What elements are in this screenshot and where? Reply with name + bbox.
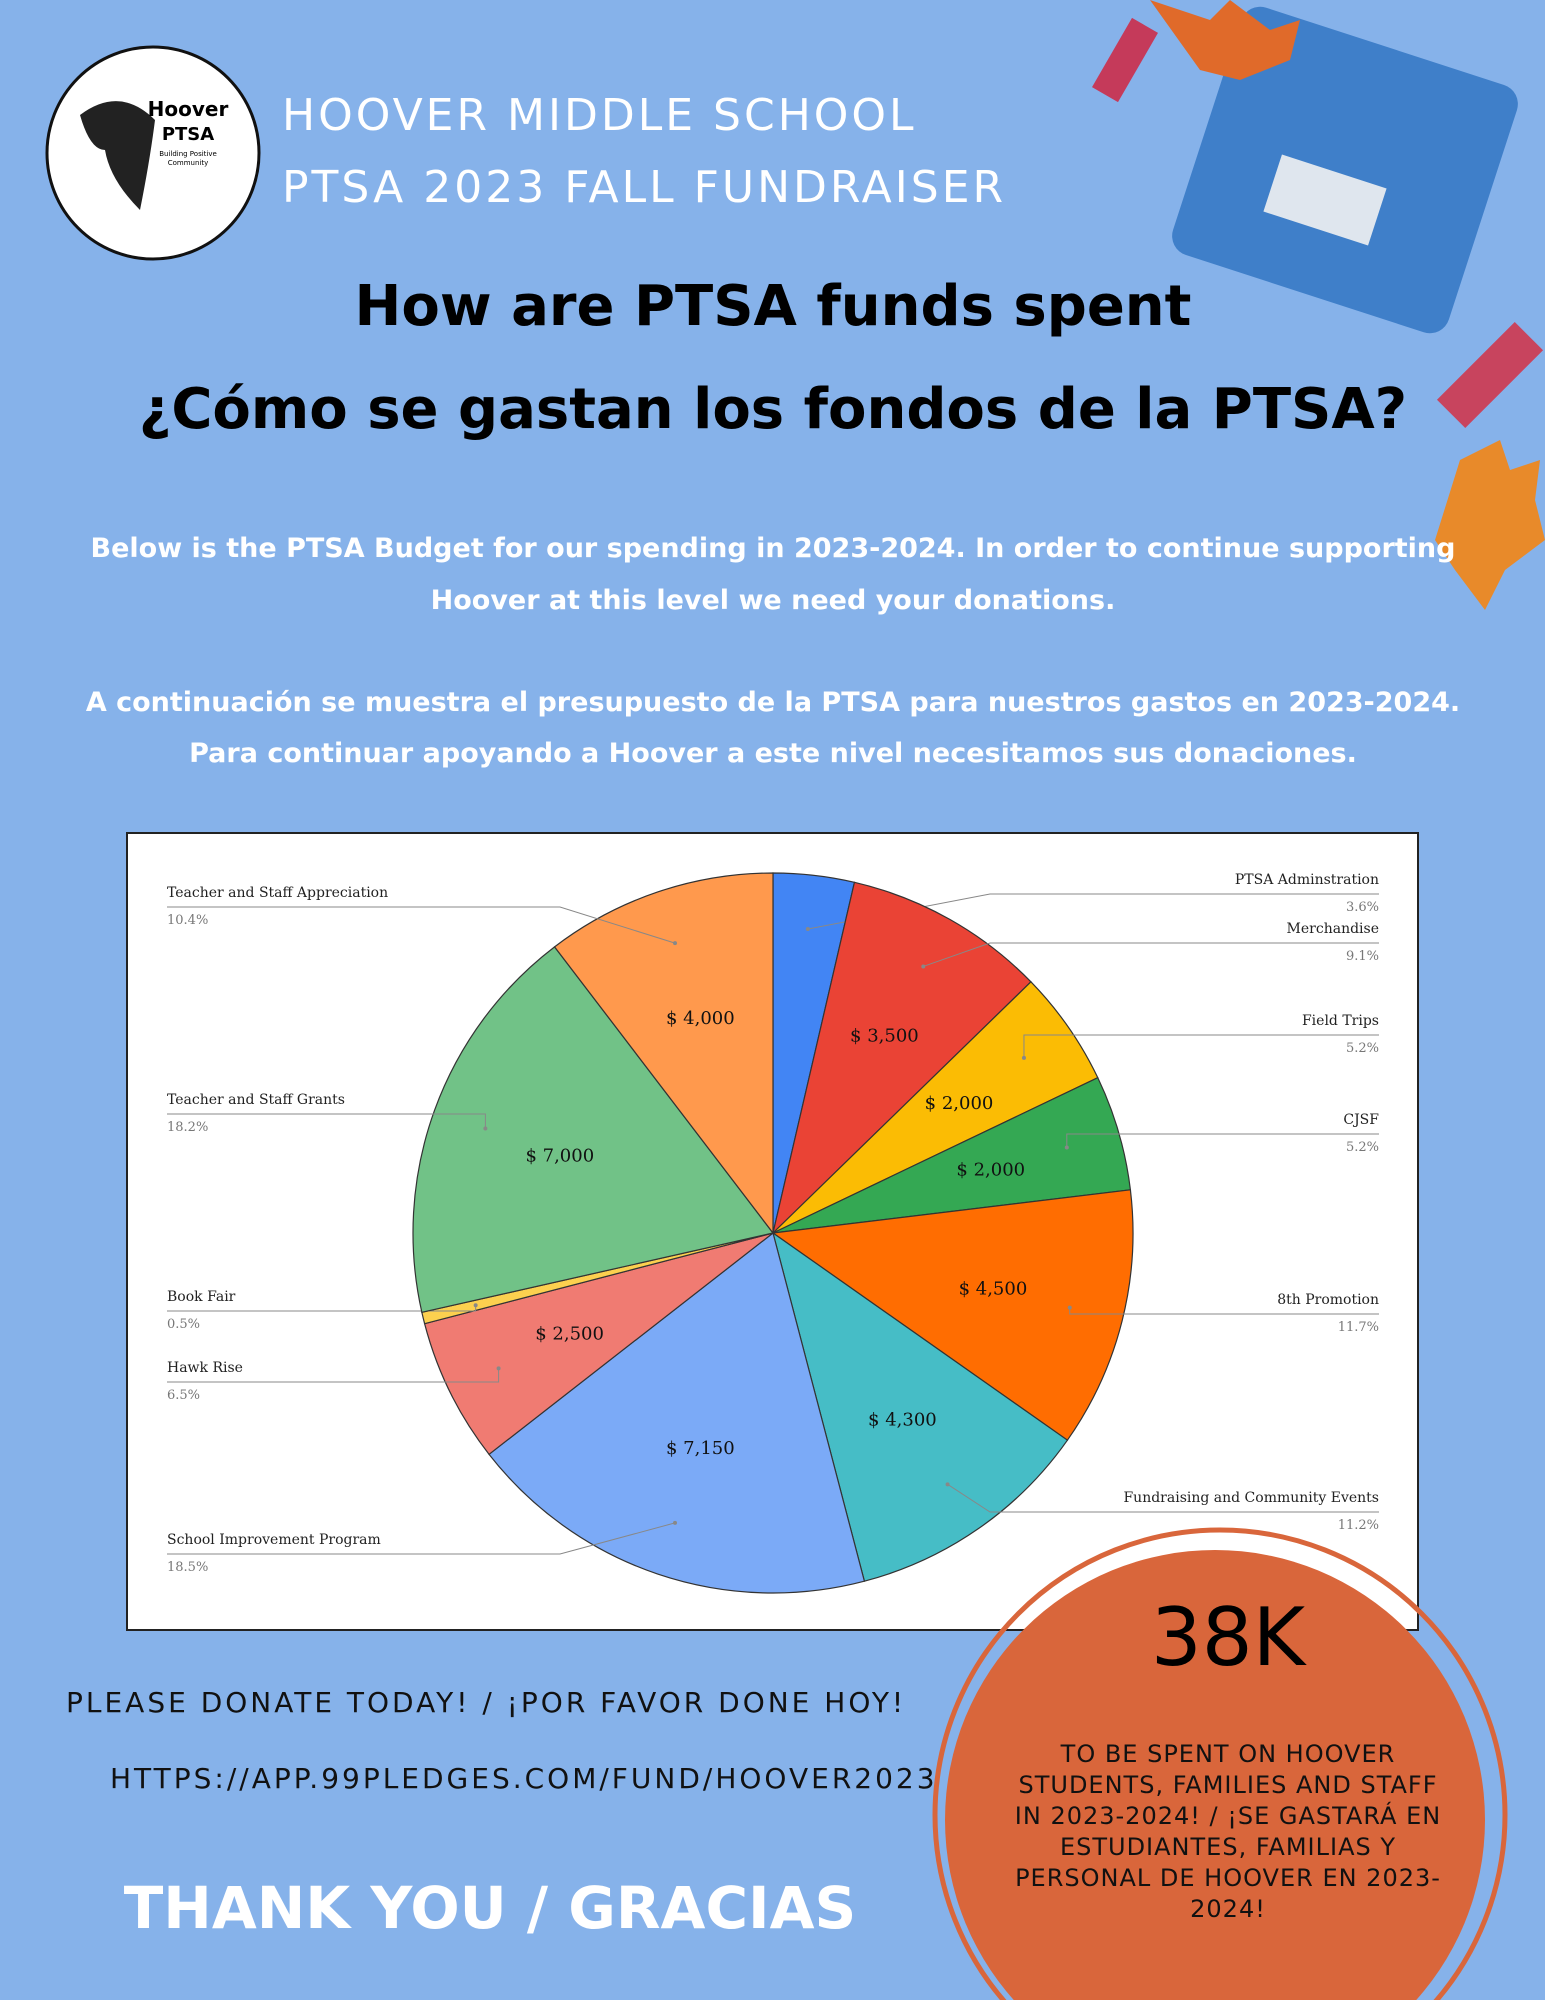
leader-line [167, 1522, 676, 1555]
slice-percent-label: 11.7% [1338, 1320, 1379, 1335]
intro-text: Hoover at this level we need your donati… [431, 585, 1116, 616]
logo-eagle [80, 101, 155, 210]
pie-slice [771, 881, 1032, 1235]
heading: ¿Cómo se gastan los fondos de la PTSA? [139, 377, 1407, 442]
donate-text: PLEASE DONATE TODAY! / ¡POR FAVOR DONE H… [66, 1686, 906, 1719]
leader-dot [805, 926, 810, 931]
slice-category-label: Teacher and Staff Grants [167, 1092, 345, 1108]
slice-category-label: CJSF [1343, 1112, 1379, 1128]
slice-category-label: Book Fair [167, 1289, 236, 1305]
thanks: THANK YOU / GRACIAS [124, 1874, 857, 1942]
slice-percent-label: 6.5% [167, 1388, 200, 1403]
slice-percent-label: 18.5% [167, 1560, 208, 1575]
logo-text: Building Positive [159, 150, 217, 158]
badge-text: PERSONAL DE HOOVER EN 2023- [1015, 1864, 1441, 1892]
badge-amount: 38K [1151, 1591, 1308, 1684]
pie-chart: PTSA Adminstration 3.6% $ 3,500 Merchandise… [167, 872, 1379, 1594]
pie-slice [423, 1232, 774, 1456]
leader-dot [496, 1366, 501, 1371]
logo: Hoover PTSA Building Positive Community [45, 45, 261, 261]
leader-line [947, 1483, 1379, 1513]
pie-slice [771, 1189, 1134, 1442]
header-title: PTSA 2023 FALL FUNDRAISER [282, 162, 1006, 213]
slice-category-label: Field Trips [1302, 1013, 1379, 1029]
slice-percent-label: 5.2% [1346, 1140, 1379, 1155]
leader-dot [483, 1126, 488, 1131]
leader-line [1023, 1034, 1379, 1058]
slice-category-label: 8th Promotion [1277, 1292, 1379, 1308]
slice-percent-label: 5.2% [1346, 1041, 1379, 1056]
slice-category-label: Merchandise [1287, 921, 1379, 937]
slice-percent-label: 9.1% [1346, 949, 1379, 964]
leader-dot [1021, 1055, 1026, 1060]
slice-percent-label: 3.6% [1346, 900, 1379, 915]
badge-text: ESTUDIANTES, FAMILIAS Y [1060, 1833, 1396, 1861]
leader-dot [1064, 1145, 1069, 1150]
slice-value-label: $ 2,000 [925, 1093, 994, 1114]
logo-text: Community [168, 159, 209, 167]
decoration [1092, 0, 1545, 610]
header-title: HOOVER MIDDLE SCHOOL [282, 90, 917, 141]
leader-dot [1067, 1305, 1072, 1310]
notebook-label [1263, 154, 1387, 246]
logo-text: Hoover [148, 97, 229, 121]
slice-category-label: Teacher and Staff Appreciation [167, 885, 388, 901]
badge-circle [945, 1550, 1485, 2000]
intro-text: Para continuar apoyando a Hoover a este … [189, 738, 1357, 769]
badge-text: TO BE SPENT ON HOOVER [1060, 1740, 1396, 1768]
leader-dot [673, 1520, 678, 1525]
leader-line [167, 906, 676, 944]
slice-category-label: Hawk Rise [167, 1360, 243, 1376]
pie-slice [412, 945, 775, 1314]
leader-line [923, 942, 1379, 967]
leader-line [1069, 1307, 1379, 1315]
pie-slice [772, 1231, 1069, 1582]
intro-text: A continuación se muestra el presupuesto… [86, 687, 1460, 718]
slice-percent-label: 10.4% [167, 913, 208, 928]
pie-slice [488, 1231, 866, 1594]
leader-line [1066, 1133, 1379, 1148]
slice-category-label: School Improvement Program [167, 1532, 381, 1548]
slice-value-label: $ 7,000 [525, 1146, 594, 1167]
heading: How are PTSA funds spent [355, 274, 1192, 339]
leader-dot [673, 941, 678, 946]
slice-value-label: $ 4,300 [868, 1409, 937, 1430]
notebook [1172, 6, 1518, 334]
marker [1436, 321, 1544, 429]
slice-value-label: $ 3,500 [850, 1025, 919, 1046]
slice-value-label: $ 4,000 [666, 1008, 735, 1029]
badge-text: 2024! [1190, 1895, 1266, 1923]
leader-line [167, 1113, 486, 1129]
slice-category-label: PTSA Adminstration [1235, 872, 1379, 888]
badge-text: IN 2023-2024! / ¡SE GASTARÁ EN [1015, 1801, 1441, 1830]
crayon [1092, 17, 1158, 103]
slice-value-label: $ 7,150 [666, 1438, 735, 1459]
donate-url[interactable]: HTTPS://APP.99PLEDGES.COM/FUND/HOOVER202… [110, 1762, 938, 1795]
pie-slice [553, 872, 774, 1235]
slice-value-label: $ 2,500 [535, 1323, 604, 1344]
slice-percent-label: 11.2% [1338, 1518, 1379, 1533]
slice-percent-label: 18.2% [167, 1120, 208, 1135]
leader-dot [945, 1482, 950, 1487]
intro-text: Below is the PTSA Budget for our spendin… [91, 533, 1456, 564]
leader-dot [921, 964, 926, 969]
leaf [1435, 440, 1545, 610]
leader-dot [473, 1303, 478, 1308]
logo-circle [45, 45, 261, 261]
badge: 38K TO BE SPENT ON HOOVER STUDENTS, FAMI… [932, 1527, 1508, 2000]
leader-line [167, 1368, 500, 1383]
leaf [1150, 0, 1300, 80]
badge-ring [932, 1527, 1508, 2000]
badge-text: STUDENTS, FAMILIES AND STAFF [1018, 1771, 1437, 1799]
slice-percent-label: 0.5% [167, 1317, 200, 1332]
slice-category-label: Fundraising and Community Events [1123, 1490, 1379, 1506]
slice-value-label: $ 2,000 [956, 1160, 1025, 1181]
slice-value-label: $ 4,500 [959, 1278, 1028, 1299]
logo-text: PTSA [162, 124, 214, 145]
